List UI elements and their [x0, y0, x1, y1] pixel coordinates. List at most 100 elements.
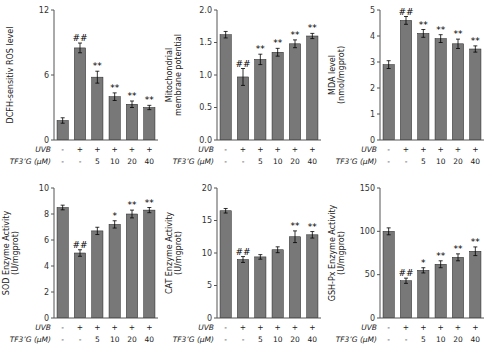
annotation: ** — [436, 25, 446, 35]
category-label: 10 — [110, 335, 120, 344]
y-tick-label: 2.0 — [199, 6, 212, 15]
bars — [383, 17, 481, 141]
y-tick-label: 4 — [44, 262, 49, 271]
bar — [237, 77, 248, 140]
bar — [435, 264, 446, 318]
bar — [307, 235, 318, 318]
y-tick-label: 0 — [370, 136, 375, 145]
y-tick-label: 12 — [39, 6, 49, 15]
error-cap — [258, 259, 262, 260]
error-line — [312, 33, 313, 38]
category-label: + — [420, 323, 426, 332]
error-line — [440, 35, 441, 43]
error-cap — [113, 228, 117, 229]
error-line — [312, 232, 313, 239]
y-axis-label-line: CAT Enzyme Activity — [165, 212, 174, 294]
annotation: ** — [291, 30, 301, 40]
error-cap — [387, 227, 391, 228]
annotation: ** — [308, 222, 318, 232]
category-label: 40 — [145, 157, 155, 166]
row-label: TF3’G (μM) — [10, 157, 51, 166]
annotation: ** — [145, 95, 155, 105]
y-tick-label: 3 — [370, 58, 375, 67]
error-line — [388, 228, 389, 235]
error-bar — [147, 208, 151, 213]
y-axis-label-line: (U/mgprot) — [337, 231, 346, 275]
error-bar — [113, 93, 117, 101]
y-axis-label-line: GSH-Px Enzyme Activity — [328, 204, 337, 301]
annotation: * — [112, 211, 117, 221]
annotation: ** — [128, 91, 138, 101]
category-label: + — [420, 145, 426, 154]
error-cap — [387, 60, 391, 61]
category-label: + — [240, 145, 246, 154]
error-bar — [421, 268, 425, 273]
category-label: - — [224, 323, 227, 332]
error-cap — [130, 107, 134, 108]
annotation: ## — [72, 33, 87, 43]
annotation: ## — [235, 59, 250, 69]
annotation: ** — [471, 36, 481, 46]
y-tick-label: 2 — [44, 288, 49, 297]
error-cap — [224, 31, 228, 32]
row-label: UVB — [361, 145, 377, 154]
error-bar — [456, 39, 460, 48]
category-label: - — [387, 323, 390, 332]
category-label: 20 — [453, 157, 463, 166]
bar — [92, 77, 103, 140]
bar — [109, 97, 120, 140]
panel: 0612DCFH-sensitiv ROS level##********UVB… — [6, 6, 158, 167]
category-label: 5 — [421, 157, 426, 166]
error-line — [475, 247, 476, 256]
annotation: ** — [471, 237, 481, 247]
bar — [400, 281, 411, 318]
error-line — [260, 255, 261, 260]
error-cap — [310, 238, 314, 239]
error-cap — [147, 109, 151, 110]
y-tick-label: 100 — [360, 227, 375, 236]
error-cap — [387, 234, 391, 235]
category-label: + — [455, 323, 461, 332]
y-axis — [54, 10, 55, 140]
y-tick-label: 2 — [370, 84, 375, 93]
error-bar — [293, 40, 297, 48]
y-tick-label: 1.0 — [199, 71, 212, 80]
category-label: - — [61, 145, 64, 154]
category-label: - — [61, 157, 64, 166]
error-cap — [421, 37, 425, 38]
bars — [57, 205, 155, 318]
category-label: 5 — [258, 157, 263, 166]
bars — [220, 208, 318, 318]
bar — [126, 104, 137, 140]
y-axis-label: SOD Enzyme Activity(U/mgprot) — [2, 211, 20, 296]
error-line — [225, 31, 226, 38]
error-bar — [61, 205, 65, 210]
error-bar — [310, 33, 314, 38]
annotation: ** — [308, 23, 318, 33]
category-label: + — [438, 323, 444, 332]
error-cap — [78, 52, 82, 53]
bar — [400, 20, 411, 140]
category-label: + — [292, 323, 298, 332]
category-label: + — [403, 323, 409, 332]
error-bar — [293, 231, 297, 243]
bar — [418, 270, 429, 318]
y-axis-label: DCFH-sensitiv ROS level — [6, 27, 15, 124]
error-cap — [421, 272, 425, 273]
category-label: + — [240, 323, 246, 332]
category-label: + — [77, 323, 83, 332]
category-label: + — [146, 145, 152, 154]
y-tick-label: 10 — [202, 249, 212, 258]
error-cap — [95, 83, 99, 84]
annotation: ** — [128, 200, 138, 210]
row-label: TF3’G (μM) — [173, 157, 214, 166]
category-label: 40 — [145, 335, 155, 344]
y-axis-label-line: MDA level — [328, 55, 337, 95]
y-tick-label: 0.0 — [199, 136, 212, 145]
error-bar — [241, 257, 245, 263]
error-bar — [439, 261, 443, 268]
annotation: ## — [72, 240, 87, 250]
x-axis — [380, 318, 484, 319]
category-label: 20 — [290, 335, 300, 344]
error-cap — [224, 37, 228, 38]
